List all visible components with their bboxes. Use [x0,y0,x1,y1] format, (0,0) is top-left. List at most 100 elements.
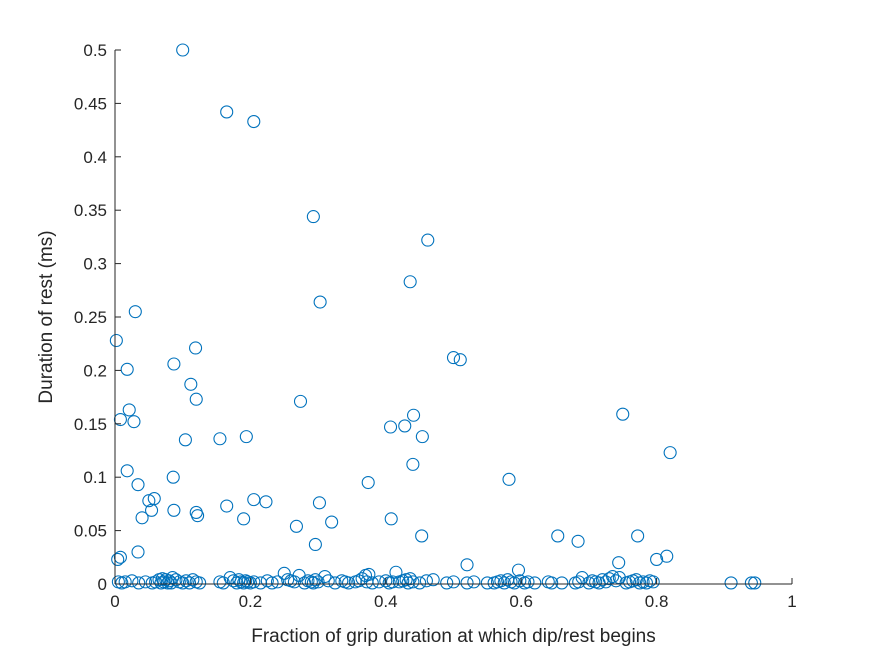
data-point [328,576,342,590]
data-point [545,576,559,590]
y-tick-label: 0.25 [74,308,107,327]
data-point [270,575,285,589]
data-point [311,575,325,589]
y-tick-label: 0.45 [74,94,107,113]
data-point [128,305,142,319]
x-tick-label: 0.8 [645,592,669,611]
data-point [125,574,139,588]
data-point [247,575,261,589]
data-point [178,433,192,447]
data-point [599,575,613,589]
data-point [407,408,421,422]
y-tick-label: 0.2 [83,361,107,380]
data-point [189,341,203,355]
data-point [389,565,403,579]
data-point [629,573,643,587]
data-point [748,576,762,590]
data-point [398,419,412,433]
data-point [639,576,653,590]
data-points [109,43,762,590]
data-point [113,412,127,427]
data-point [113,550,127,564]
data-point [259,495,273,509]
data-point [724,576,738,590]
data-point [138,575,153,589]
data-point [426,573,440,587]
x-tick-label: 1 [787,592,796,611]
data-point [419,574,433,588]
data-point [631,529,645,543]
data-point [318,569,332,584]
tick-labels: 0 0.2 0.4 0.6 0.8 1 0 0.05 0.1 0.15 0.2 0.25 0.3 0.35… [74,41,797,611]
data-point [744,576,758,590]
data-point [467,575,481,589]
data-point [379,574,393,588]
data-point [321,574,335,588]
data-point [120,464,134,478]
data-point [191,509,205,523]
y-tick-label: 0.5 [83,41,107,60]
data-point [220,499,234,513]
data-point [361,475,375,490]
data-point [555,576,569,590]
data-point [167,357,181,371]
data-point [406,457,420,471]
data-point [289,519,303,533]
data-point [571,534,585,548]
data-point [352,574,366,588]
data-point [142,494,156,508]
data-point [237,512,251,526]
data-point [184,377,198,391]
y-tick-label: 0.15 [74,415,107,434]
y-tick-label: 0.1 [83,468,107,487]
data-point [497,576,511,590]
data-point [109,333,123,348]
data-point [342,576,356,590]
data-point [120,362,134,376]
data-point [265,576,279,590]
data-point [453,353,467,367]
data-point [118,575,132,589]
data-point [132,576,146,590]
data-point [213,432,227,446]
x-axis-label: Fraction of grip duration at which dip/r… [251,626,656,647]
data-point [415,529,429,543]
data-point [609,574,623,588]
data-point [421,233,435,247]
data-point [306,210,320,224]
data-point [247,115,261,129]
data-point [502,472,516,486]
data-point [406,575,420,589]
y-tick-label: 0.4 [83,148,107,167]
data-point [122,403,136,417]
data-point [179,574,193,588]
x-tick-label: 0.2 [239,592,263,611]
data-point [551,529,565,543]
data-point [440,576,454,590]
data-point [193,576,207,590]
data-point [521,575,535,589]
data-point [606,569,620,584]
data-point [646,575,660,589]
data-point [372,575,386,589]
data-point [383,420,398,434]
y-tick-label: 0 [98,575,107,594]
y-tick-label: 0.35 [74,201,107,220]
data-point [403,572,417,586]
data-point [362,567,376,581]
data-point [413,576,427,590]
data-point [415,430,429,444]
data-point [602,572,616,586]
data-point [365,576,379,590]
data-point [446,575,461,589]
data-point [239,430,253,444]
data-point [460,576,474,590]
data-point [403,275,417,289]
data-point [169,573,183,587]
data-point [616,407,630,421]
y-axis-label: Duration of rest (ms) [36,230,57,403]
data-point [131,545,145,559]
data-point [277,566,291,580]
data-point [325,515,339,529]
